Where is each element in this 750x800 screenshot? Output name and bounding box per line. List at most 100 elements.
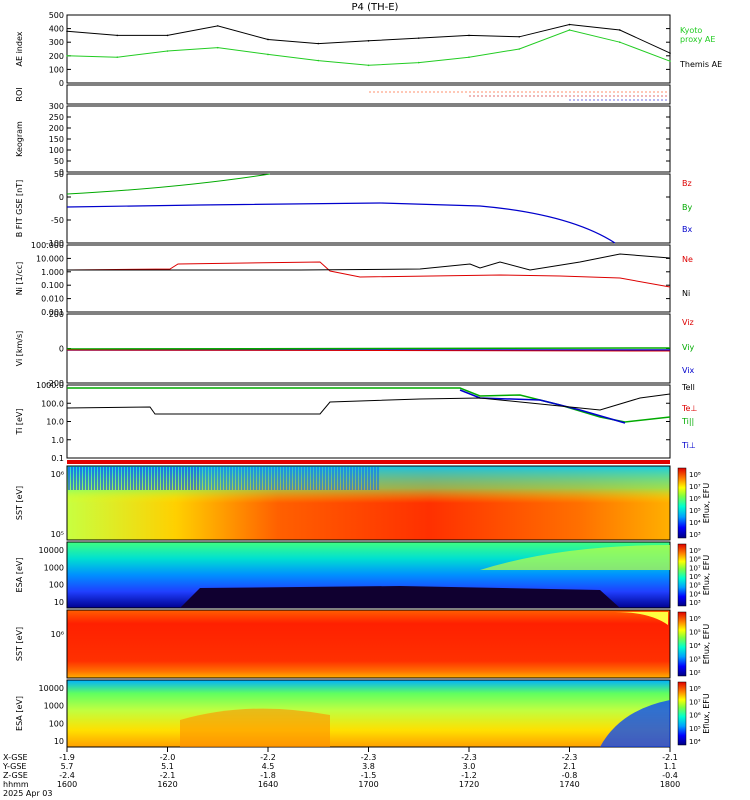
temp-legend-3: Ti⊥: [681, 441, 696, 450]
roi-dot: [645, 99, 647, 101]
roi-dot: [393, 91, 395, 93]
roi-dot: [533, 95, 535, 97]
sst-e-colorbar-tick: 10³: [689, 531, 701, 539]
bfield-legend-By: By: [682, 203, 692, 212]
roi-dot: [665, 99, 667, 101]
x-gse-value: -2.3: [461, 753, 477, 762]
ae-point-1700: [367, 40, 370, 42]
esa-i-tick-label: 1000: [44, 702, 64, 711]
esa-i-colorbar-label: Eflux, EFU: [702, 693, 711, 734]
roi-dot: [477, 91, 479, 93]
roi-dot: [565, 91, 567, 93]
y-gse-value: 4.5: [262, 762, 275, 771]
ae-point-1750: [618, 29, 621, 31]
roi-dot: [621, 99, 623, 101]
roi-dot: [369, 91, 371, 93]
roi-dot: [501, 95, 503, 97]
ae-point-1650: [317, 59, 320, 62]
roi-dot: [545, 91, 547, 93]
x-gse-value: -2.2: [260, 753, 276, 762]
hhmm-value: 1740: [559, 780, 579, 789]
ae-point-1610: [116, 34, 119, 37]
axis-row-label-Y-GSE: Y-GSE: [2, 762, 26, 771]
roi-panel-frame: [66, 84, 671, 105]
roi-dot: [529, 95, 531, 97]
roi-dot: [521, 95, 523, 97]
roi-dot: [601, 95, 603, 97]
roi-dot: [645, 91, 647, 93]
esa-e-colorbar-tick: 10³: [689, 599, 701, 607]
bfield-tick-label: 50: [54, 170, 64, 179]
roi-dot: [637, 99, 639, 101]
roi-dot: [465, 91, 467, 93]
ae-point-1720: [468, 56, 470, 58]
legend-kyoto-label-2: proxy AE: [680, 35, 715, 44]
z-gse-value: -2.1: [160, 771, 176, 780]
esa-e-colorbar: [677, 543, 687, 607]
roi-dot: [397, 91, 399, 93]
z-gse-value: -2.4: [59, 771, 75, 780]
roi-dot: [657, 95, 659, 97]
roi-dot: [585, 91, 587, 93]
hhmm-value: 1700: [358, 780, 378, 789]
roi-dot: [405, 91, 407, 93]
y-gse-value: 3.0: [463, 762, 476, 771]
roi-dot: [381, 91, 383, 93]
sst-i-yellow-region: [615, 612, 668, 625]
roi-dot: [629, 95, 631, 97]
esa-i-tick-label: 10000: [39, 684, 64, 693]
velocity-legend-Viy: Viy: [682, 343, 695, 352]
roi-dot: [377, 91, 379, 93]
esa-i-colorbar-tick: 10⁴: [689, 738, 701, 746]
roi-dot: [569, 99, 571, 101]
bfield-legend-Bx: Bx: [682, 225, 692, 234]
roi-dot: [617, 99, 619, 101]
roi-dot: [637, 91, 639, 93]
axis-row-label-X-GSE: X-GSE: [3, 753, 28, 762]
hhmm-value: 1800: [660, 780, 680, 789]
ae-point-1700: [367, 64, 370, 67]
roi-dot: [417, 91, 419, 93]
temp-tick-label: 1.0: [51, 436, 64, 445]
sst-e-tick-label: 10⁵: [51, 530, 64, 539]
sst-e-colorbar-label: Eflux, EFU: [702, 483, 711, 524]
roi-dot: [609, 91, 611, 93]
roi-dot: [597, 95, 599, 97]
velocity-legend-Viz: Viz: [682, 318, 694, 327]
ae-point-1800: [669, 52, 671, 54]
esa-e-colorbar-tick: 10⁵: [689, 582, 701, 590]
roi-dot: [481, 91, 483, 93]
keogram-tick-label: 0: [59, 168, 64, 177]
velocity-viy-trace: [66, 347, 671, 350]
roi-dot: [557, 95, 559, 97]
roi-dot: [557, 91, 559, 93]
roi-dot: [481, 95, 483, 97]
esa-i-tick-label: 100: [49, 719, 64, 728]
esa-i-tick-label: 10: [54, 737, 64, 746]
roi-dot: [661, 91, 663, 93]
sst-i-colorbar-tick: 10⁵: [689, 629, 701, 637]
roi-dot: [489, 95, 491, 97]
roi-dot: [505, 95, 507, 97]
ae-series-themis: [66, 23, 671, 54]
esa-e-colorbar-tick: 10⁶: [689, 573, 701, 581]
roi-dot: [493, 95, 495, 97]
density-tick-label: 0.010: [41, 295, 64, 304]
roi-dot: [633, 95, 635, 97]
roi-dot: [597, 99, 599, 101]
roi-dot: [525, 91, 527, 93]
keogram-tick-label: 200: [49, 124, 64, 133]
roi-dot: [641, 99, 643, 101]
esa-i-colorbar-tick: 10⁸: [689, 685, 701, 693]
roi-dot: [497, 95, 499, 97]
ae-tick-label: 100: [49, 65, 64, 74]
roi-dot: [541, 91, 543, 93]
bfield-tick-label: 0: [59, 193, 64, 202]
roi-dot: [649, 99, 651, 101]
sst-e-colorbar-tick: 10⁶: [689, 495, 701, 503]
roi-dot: [537, 95, 539, 97]
roi-dot: [613, 99, 615, 101]
bfield-by-trace: [66, 173, 271, 195]
roi-dot: [625, 95, 627, 97]
temp-panel-frame: [66, 384, 671, 459]
